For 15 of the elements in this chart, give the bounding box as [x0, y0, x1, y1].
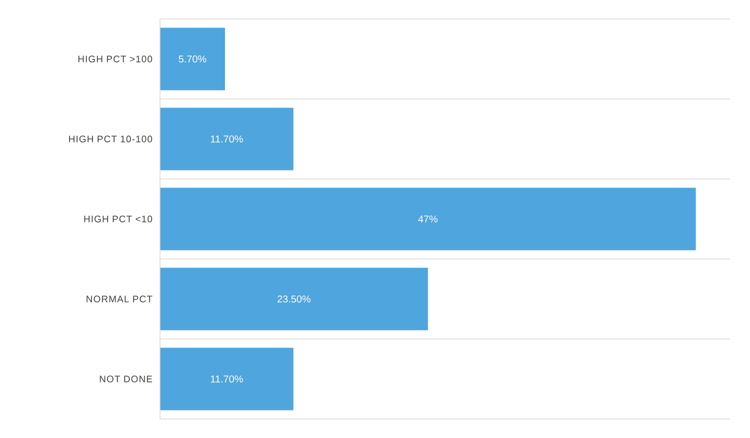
y-tick-label: HIGH PCT <10 [84, 216, 152, 222]
data-label: 5.70% [178, 55, 206, 63]
bar [160, 188, 696, 250]
bar [160, 268, 428, 330]
bar [160, 348, 294, 410]
y-tick-label: HIGH PCT 10-100 [69, 136, 152, 142]
data-label: 11.70% [210, 135, 243, 143]
y-tick-label: NORMAL PCT [86, 296, 152, 302]
y-tick-label: HIGH PCT >100 [78, 56, 152, 62]
bar [160, 28, 225, 90]
data-label: 23.50% [278, 295, 310, 303]
y-tick-label: NOT DONE [100, 376, 152, 382]
data-label: 47% [418, 216, 438, 222]
bar [160, 108, 294, 170]
data-label: 11.70% [210, 375, 243, 383]
